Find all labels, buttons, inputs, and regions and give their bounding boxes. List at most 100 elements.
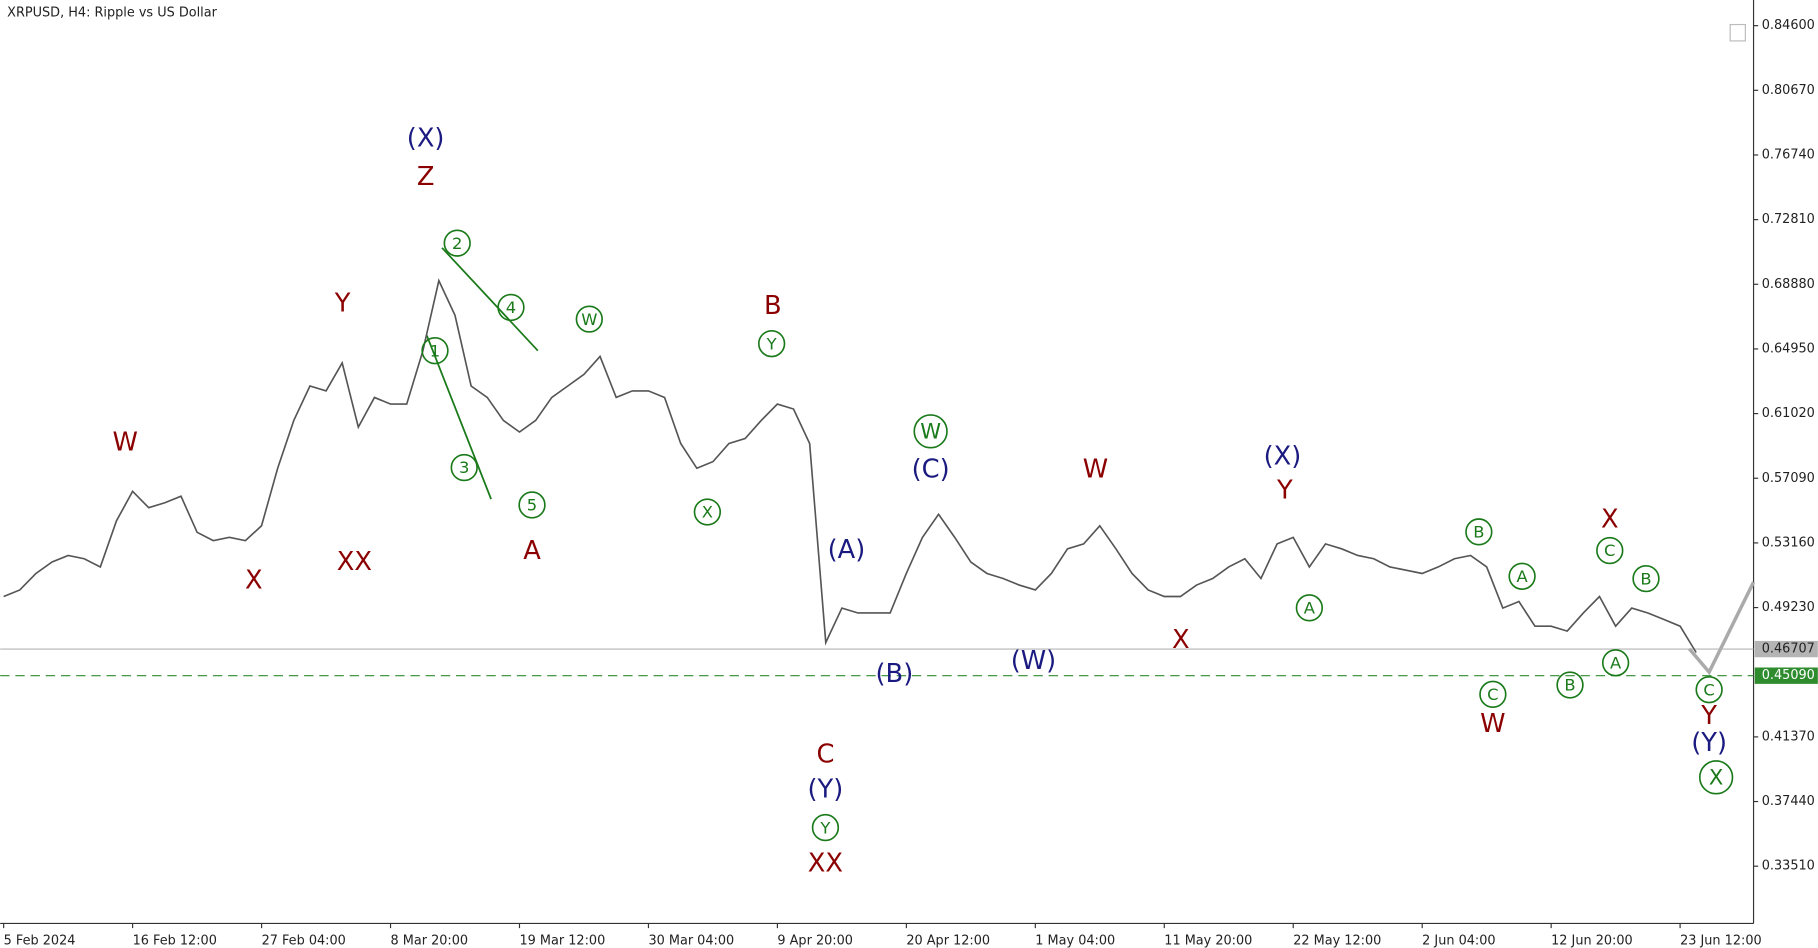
- x-tick-label: 2 Jun 04:00: [1422, 933, 1495, 948]
- wave-label: Y: [334, 288, 351, 318]
- wave-circle: [1465, 518, 1493, 546]
- trend-line: [441, 247, 539, 352]
- wave-label: X: [245, 565, 263, 595]
- wave-circle: [913, 414, 948, 449]
- x-tick-label: 23 Jun 12:00: [1680, 933, 1762, 948]
- y-tick-label: 0.41370: [1762, 729, 1815, 744]
- x-tick-label: 8 Mar 20:00: [391, 933, 469, 948]
- price-label: 0.45090: [1762, 668, 1815, 683]
- wave-circle: [1601, 649, 1630, 677]
- wave-label: X: [702, 503, 713, 522]
- wave-label: XX: [808, 848, 843, 878]
- wave-label: W: [920, 419, 941, 444]
- wave-circle: [1556, 671, 1584, 699]
- wave-label: Y: [766, 334, 778, 353]
- price-label-bg: [1754, 667, 1818, 684]
- x-tick-label: 16 Feb 12:00: [133, 933, 217, 948]
- wave-label: B: [764, 291, 782, 321]
- y-tick-label: 0.80670: [1762, 83, 1815, 98]
- y-tick-label: 0.76740: [1762, 147, 1815, 162]
- y-tick-label: 0.49230: [1762, 600, 1815, 615]
- wave-label: C: [816, 740, 834, 770]
- wave-circle: [1698, 760, 1734, 795]
- wave-label: (B): [876, 659, 914, 689]
- wave-label: (Y): [1691, 728, 1727, 758]
- wave-label: A: [523, 536, 541, 566]
- wave-circle: [757, 329, 786, 358]
- wave-label: W: [113, 428, 138, 458]
- wave-circle: [1596, 536, 1624, 565]
- wave-label: C: [1487, 685, 1498, 704]
- wave-label: C: [1604, 541, 1615, 560]
- y-tick-label: 0.61020: [1762, 406, 1815, 421]
- wave-label: (Y): [808, 775, 844, 805]
- wave-label: X: [1601, 505, 1619, 535]
- wave-label: Y: [1700, 701, 1717, 731]
- wave-circle: [1479, 680, 1507, 709]
- wave-circle: [421, 337, 449, 365]
- x-tick-label: 27 Feb 04:00: [262, 933, 346, 948]
- wave-label: A: [1517, 567, 1529, 586]
- wave-label: X: [1172, 625, 1190, 655]
- wave-circle: [693, 498, 722, 526]
- x-tick-label: 11 May 20:00: [1164, 933, 1252, 948]
- y-tick-label: 0.57090: [1762, 471, 1815, 486]
- price-label: 0.46707: [1762, 642, 1815, 657]
- wave-label: (X): [1264, 442, 1302, 472]
- wave-label: B: [1640, 569, 1651, 588]
- wave-label: Y: [1276, 475, 1293, 505]
- wave-label: W: [1083, 454, 1108, 484]
- x-tick-label: 9 Apr 20:00: [777, 933, 853, 948]
- wave-circle: [575, 305, 603, 333]
- wave-label: (A): [828, 535, 866, 565]
- y-tick-label: 0.64950: [1762, 341, 1815, 356]
- x-tick-label: 1 May 04:00: [1035, 933, 1115, 948]
- wave-label: 1: [430, 341, 440, 360]
- wave-label: (W): [1011, 646, 1056, 676]
- y-tick-label: 0.37440: [1762, 794, 1815, 809]
- price-label-bg: [1754, 640, 1818, 658]
- wave-circle: [518, 491, 546, 519]
- wave-label: (C): [912, 454, 950, 484]
- wave-label: Y: [819, 818, 831, 837]
- x-tick-label: 19 Mar 12:00: [519, 933, 605, 948]
- wave-label: Z: [417, 162, 435, 192]
- wave-label: C: [1703, 680, 1714, 699]
- wave-label: 5: [527, 496, 537, 515]
- x-tick-label: 22 May 12:00: [1293, 933, 1381, 948]
- wave-label: XX: [337, 547, 372, 577]
- wave-circle: [1508, 562, 1536, 590]
- wave-label: W: [1480, 709, 1505, 739]
- wave-label: 2: [452, 234, 462, 253]
- wave-label: 4: [506, 298, 516, 317]
- wave-circle: [1695, 675, 1723, 704]
- wave-circle: [1632, 564, 1660, 593]
- x-tick-label: 5 Feb 2024: [4, 933, 76, 948]
- y-tick-label: 0.72810: [1762, 212, 1815, 227]
- projection: [1687, 581, 1756, 676]
- x-tick-label: 20 Apr 12:00: [906, 933, 990, 948]
- y-tick-label: 0.53160: [1762, 535, 1815, 550]
- y-tick-label: 0.68880: [1762, 277, 1815, 292]
- y-tick-label: 0.33510: [1762, 859, 1815, 874]
- wave-label: B: [1473, 523, 1484, 542]
- wave-label: 3: [459, 458, 469, 477]
- wave-circle: [811, 813, 840, 842]
- wave-label: W: [581, 310, 597, 329]
- wave-label: A: [1610, 653, 1622, 672]
- y-tick-label: 0.84600: [1762, 18, 1815, 33]
- wave-label: (X): [407, 124, 445, 154]
- chart-title: XRPUSD, H4: Ripple vs US Dollar: [7, 5, 217, 20]
- wave-circle: [443, 229, 471, 257]
- wave-circle: [1295, 594, 1324, 622]
- wave-label: B: [1564, 676, 1575, 695]
- wave-label: X: [1709, 765, 1723, 790]
- x-tick-label: 12 Jun 20:00: [1551, 933, 1633, 948]
- x-tick-label: 30 Mar 04:00: [648, 933, 734, 948]
- wave-circle: [450, 453, 478, 482]
- wave-label: A: [1304, 599, 1316, 618]
- wave-circle: [497, 293, 525, 322]
- trade-button[interactable]: [1729, 23, 1746, 42]
